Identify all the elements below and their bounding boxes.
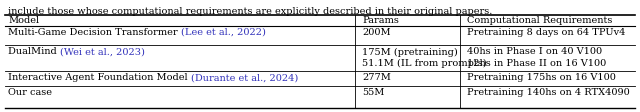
Text: DualMind: DualMind bbox=[8, 47, 60, 56]
Text: Pretraining 8 days on 64 TPUv4: Pretraining 8 days on 64 TPUv4 bbox=[467, 27, 625, 36]
Text: 175M (pretraining): 175M (pretraining) bbox=[362, 47, 458, 56]
Text: include those whose computational requirements are explicitly described in their: include those whose computational requir… bbox=[8, 7, 492, 16]
Text: 277M: 277M bbox=[362, 73, 391, 82]
Text: (Lee et al., 2022): (Lee et al., 2022) bbox=[180, 27, 266, 36]
Text: Computational Requirements: Computational Requirements bbox=[467, 16, 612, 25]
Text: 200M: 200M bbox=[362, 27, 390, 36]
Text: 12hs in Phase II on 16 V100: 12hs in Phase II on 16 V100 bbox=[467, 58, 606, 67]
Text: Params: Params bbox=[362, 16, 399, 25]
Text: Model: Model bbox=[8, 16, 39, 25]
Text: 40hs in Phase I on 40 V100: 40hs in Phase I on 40 V100 bbox=[467, 47, 602, 56]
Text: (Durante et al., 2024): (Durante et al., 2024) bbox=[191, 73, 298, 82]
Text: Interactive Agent Foundation Model: Interactive Agent Foundation Model bbox=[8, 73, 191, 82]
Text: Our case: Our case bbox=[8, 87, 52, 96]
Text: Pretraining 140hs on 4 RTX4090: Pretraining 140hs on 4 RTX4090 bbox=[467, 87, 630, 96]
Text: (Wei et al., 2023): (Wei et al., 2023) bbox=[60, 47, 145, 56]
Text: 51.1M (IL from prompts): 51.1M (IL from prompts) bbox=[362, 58, 486, 68]
Text: Multi-Game Decision Transformer: Multi-Game Decision Transformer bbox=[8, 27, 180, 36]
Text: Pretraining 175hs on 16 V100: Pretraining 175hs on 16 V100 bbox=[467, 73, 616, 82]
Text: 55M: 55M bbox=[362, 87, 385, 96]
